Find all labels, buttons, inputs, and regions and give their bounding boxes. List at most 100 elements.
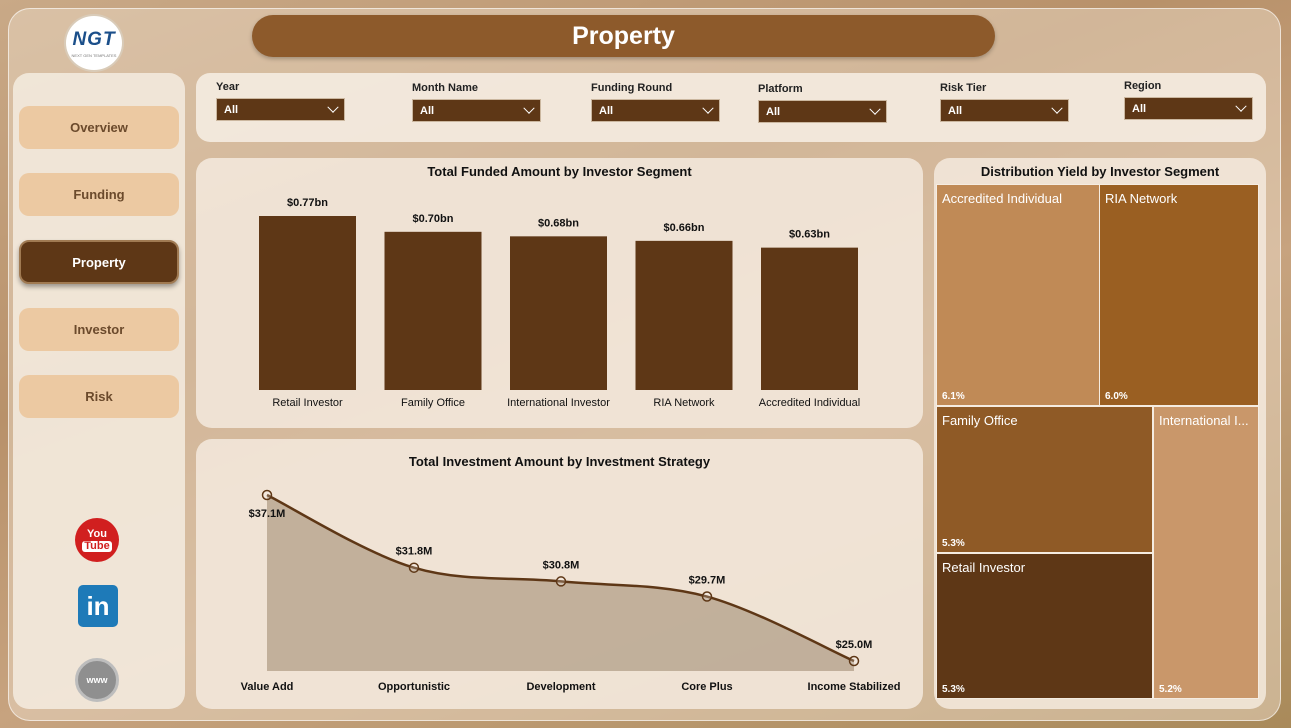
bar-category-label: RIA Network bbox=[653, 397, 715, 409]
bar-data-label: $0.63bn bbox=[789, 229, 830, 241]
chevron-down-icon bbox=[702, 102, 714, 114]
bar-chart-card: Total Funded Amount by Investor Segment … bbox=[196, 158, 923, 428]
filter-month-label: Month Name bbox=[412, 82, 478, 94]
bar-data-label: $0.68bn bbox=[538, 217, 579, 229]
area-data-label: $29.7M bbox=[689, 575, 726, 587]
filter-region: Region All bbox=[1124, 80, 1253, 120]
area-chart-title: Total Investment Amount by Investment St… bbox=[408, 454, 711, 469]
treemap-tile-name: RIA Network bbox=[1105, 191, 1178, 206]
bar-chart-title: Total Funded Amount by Investor Segment bbox=[427, 164, 692, 179]
filter-year-value: All bbox=[224, 103, 239, 116]
page-title: Property bbox=[572, 21, 675, 50]
nav-property-button[interactable]: Property bbox=[19, 240, 179, 284]
treemap-tile[interactable]: RIA Network 6.0% bbox=[1099, 184, 1259, 406]
filter-month-select[interactable]: All bbox=[412, 99, 541, 122]
area-chart: $37.1M Value Add $31.8M Opportunistic $30.8M… bbox=[241, 489, 901, 693]
treemap-tile-name: Retail Investor bbox=[942, 560, 1026, 575]
treemap-tile-name: International I... bbox=[1159, 413, 1249, 428]
filter-platform-value: All bbox=[766, 105, 781, 118]
bar-category-label: International Investor bbox=[507, 397, 610, 409]
filter-platform: Platform All bbox=[758, 83, 887, 123]
filter-funding-round-select[interactable]: All bbox=[591, 99, 720, 122]
chevron-down-icon bbox=[327, 101, 339, 113]
chevron-down-icon bbox=[1235, 100, 1247, 112]
bar[interactable] bbox=[510, 236, 607, 390]
filter-risk-tier: Risk Tier All bbox=[940, 82, 1069, 122]
filter-region-label: Region bbox=[1124, 80, 1162, 92]
area-data-label: $25.0M bbox=[836, 639, 873, 651]
filter-risk-tier-select[interactable]: All bbox=[940, 99, 1069, 122]
treemap-tile-name: Accredited Individual bbox=[942, 191, 1062, 206]
nav-risk-button[interactable]: Risk bbox=[19, 375, 179, 418]
area-category-label: Income Stabilized bbox=[808, 681, 901, 693]
filter-platform-select[interactable]: All bbox=[758, 100, 887, 123]
bar-category-label: Family Office bbox=[401, 397, 465, 409]
sidebar: Overview Funding Property Investor Risk … bbox=[13, 73, 185, 709]
globe-icon[interactable]: www bbox=[75, 658, 119, 702]
logo-subtitle: NEXT GEN TEMPLATES bbox=[71, 52, 117, 58]
area-category-label: Development bbox=[526, 681, 595, 693]
chevron-down-icon bbox=[869, 103, 881, 115]
filter-year-label: Year bbox=[216, 81, 240, 93]
filter-platform-label: Platform bbox=[758, 83, 803, 95]
chevron-down-icon bbox=[1051, 102, 1063, 114]
bar[interactable] bbox=[635, 240, 733, 390]
area-point[interactable] bbox=[408, 562, 420, 573]
logo-mark: NGT bbox=[72, 28, 116, 50]
area-chart-card: Total Investment Amount by Investment St… bbox=[196, 439, 923, 709]
globe-label: www bbox=[86, 675, 108, 685]
nav-overview-button[interactable]: Overview bbox=[19, 106, 179, 149]
filter-region-value: All bbox=[1132, 102, 1147, 115]
filter-risk-tier-value: All bbox=[948, 104, 963, 117]
nav-funding-button[interactable]: Funding bbox=[19, 173, 179, 216]
page-title-bar: Property bbox=[252, 15, 995, 57]
treemap-tile-value: 6.1% bbox=[942, 391, 965, 402]
area-point[interactable] bbox=[848, 655, 860, 667]
bar[interactable] bbox=[259, 216, 356, 390]
area-data-label: $31.8M bbox=[396, 546, 433, 558]
area-point[interactable] bbox=[261, 489, 273, 501]
treemap-tile[interactable]: Family Office 5.3% bbox=[936, 406, 1153, 553]
bar-chart: $0.77bn Retail Investor $0.70bn Family Offi… bbox=[259, 197, 861, 409]
filter-month: Month Name All bbox=[412, 82, 541, 122]
treemap-tile-value: 6.0% bbox=[1105, 391, 1128, 402]
treemap-card: Distribution Yield by Investor Segment A… bbox=[934, 158, 1266, 709]
filter-bar: Year All Month Name All Funding Round Al… bbox=[196, 73, 1266, 142]
linkedin-icon[interactable]: in bbox=[78, 585, 118, 627]
nav-investor-button[interactable]: Investor bbox=[19, 308, 179, 351]
area-data-label: $30.8M bbox=[543, 559, 580, 571]
bar[interactable] bbox=[761, 247, 858, 390]
area-category-label: Core Plus bbox=[681, 681, 732, 693]
youtube-label-top: You bbox=[87, 527, 107, 540]
bar-data-label: $0.66bn bbox=[664, 222, 705, 234]
treemap-tile-value: 5.3% bbox=[942, 538, 965, 549]
area-data-label: $37.1M bbox=[249, 508, 286, 520]
treemap-tile[interactable]: Retail Investor 5.3% bbox=[936, 553, 1153, 699]
filter-funding-round-value: All bbox=[599, 104, 614, 117]
chevron-down-icon bbox=[523, 102, 535, 114]
area-point[interactable] bbox=[555, 576, 567, 587]
treemap-tile-name: Family Office bbox=[942, 413, 1018, 428]
area-category-label: Value Add bbox=[241, 681, 294, 693]
bar-data-label: $0.77bn bbox=[287, 197, 328, 209]
filter-month-value: All bbox=[420, 104, 435, 117]
area-category-label: Opportunistic bbox=[378, 681, 450, 693]
filter-risk-tier-label: Risk Tier bbox=[940, 82, 987, 94]
youtube-icon[interactable]: You Tube bbox=[75, 518, 119, 562]
filter-region-select[interactable]: All bbox=[1124, 97, 1253, 120]
treemap-tile[interactable]: Accredited Individual 6.1% bbox=[936, 184, 1100, 406]
logo: NGT NEXT GEN TEMPLATES bbox=[64, 14, 124, 72]
bar[interactable] bbox=[384, 231, 482, 390]
area-point[interactable] bbox=[701, 591, 713, 602]
bar-category-label: Accredited Individual bbox=[759, 397, 861, 409]
filter-year: Year All bbox=[216, 81, 345, 121]
filter-funding-round: Funding Round All bbox=[591, 82, 720, 122]
treemap-tile-value: 5.2% bbox=[1159, 684, 1182, 695]
treemap-tile-value: 5.3% bbox=[942, 684, 965, 695]
linkedin-label: in bbox=[86, 590, 110, 621]
youtube-label-bottom: Tube bbox=[82, 539, 112, 552]
filter-funding-round-label: Funding Round bbox=[591, 82, 673, 94]
area-fill bbox=[267, 495, 854, 671]
filter-year-select[interactable]: All bbox=[216, 98, 345, 121]
treemap-tile[interactable]: International I... 5.2% bbox=[1153, 406, 1259, 699]
